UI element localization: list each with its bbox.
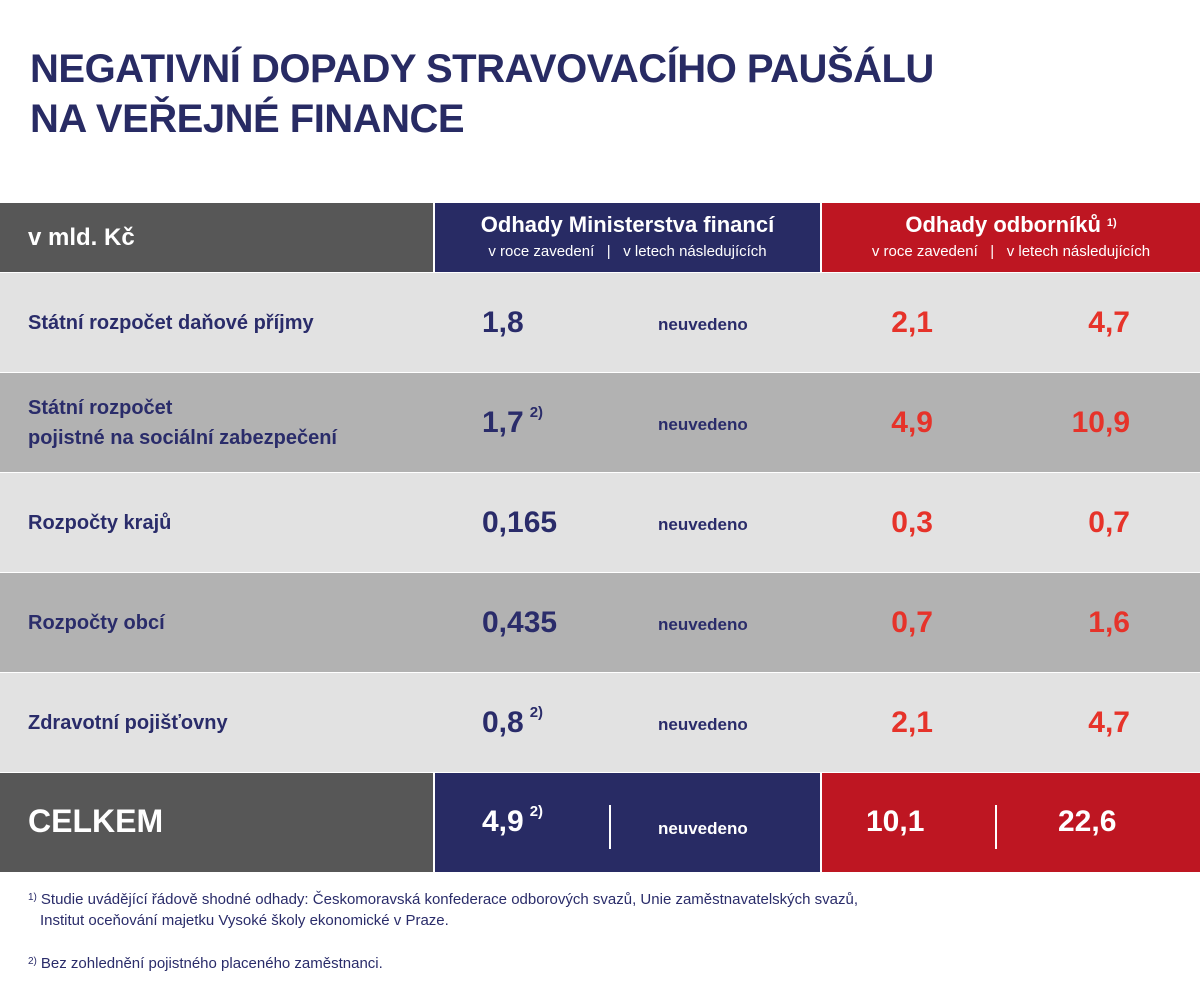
- experts-following-years: 4,7: [1088, 705, 1130, 739]
- sub-following-years: v letech následujících: [1006, 243, 1151, 260]
- mf-first-year: 0,8 2): [482, 703, 544, 740]
- total-mf-next: neuvedeno: [658, 819, 748, 838]
- total-ex-first: 10,1: [866, 805, 925, 838]
- mf-following-years: neuvedeno: [658, 614, 748, 634]
- table-row: Rozpočty krajů 0,165 neuvedeno 0,3 0,7: [0, 473, 1200, 572]
- total-ex-next: 22,6: [1058, 805, 1117, 838]
- table-row: Zdravotní pojišťovny 0,8 2) neuvedeno 2,1…: [0, 673, 1200, 772]
- ministry-header: Odhady Ministerstva financí v roce zaved…: [435, 203, 820, 272]
- footnote-ref: 2): [529, 803, 544, 820]
- mf-following-years: neuvedeno: [658, 314, 748, 334]
- experts-first-year: 2,1: [891, 705, 933, 739]
- experts-title: Odhady odborníků 1): [822, 211, 1200, 239]
- footnote-mark: 2): [28, 956, 37, 967]
- total-mf-first: 4,9 2): [482, 803, 544, 839]
- mf-following-years: neuvedeno: [658, 714, 748, 734]
- mf-first-year: 0,165: [482, 506, 563, 540]
- value: 0,8: [482, 705, 524, 739]
- footnote-text: Bez zohlednění pojistného placeného zamě…: [40, 955, 383, 972]
- table-row: Státní rozpočet daňové příjmy 1,8 neuved…: [0, 273, 1200, 372]
- divider: [995, 805, 997, 849]
- experts-first-year: 0,3: [891, 505, 933, 539]
- table-row: Rozpočty obcí 0,435 neuvedeno 0,7 1,6: [0, 573, 1200, 672]
- experts-following-years: 4,7: [1088, 305, 1130, 339]
- divider: [609, 805, 611, 849]
- sub-first-year: v roce zavedení: [871, 243, 978, 260]
- total-ministry-cell: 4,9 2) neuvedeno: [435, 773, 820, 872]
- footnote-text: Studie uvádějící řádově shodné odhady: Č…: [40, 891, 859, 908]
- row-label: Státní rozpočet daňové příjmy: [28, 311, 314, 334]
- total-experts-cell: 10,1 22,6: [822, 773, 1200, 872]
- footnote-ref: 1): [1106, 217, 1117, 229]
- experts-following-years: 0,7: [1088, 505, 1130, 539]
- row-label: Rozpočty krajů: [28, 511, 172, 534]
- sub-separator: |: [990, 243, 995, 260]
- total-label: CELKEM: [28, 803, 164, 839]
- footnote-mark: 1): [28, 892, 37, 903]
- title-line-1: NEGATIVNÍ DOPADY STRAVOVACÍHO PAUŠÁLU: [30, 47, 934, 91]
- value: 0,435: [482, 605, 558, 639]
- total-label-cell: CELKEM: [0, 773, 433, 872]
- row-label: Zdravotní pojišťovny: [28, 711, 228, 734]
- footnote-2: 2) Bez zohlednění pojistného placeného za…: [28, 953, 383, 974]
- page-title: NEGATIVNÍ DOPADY STRAVOVACÍHO PAUŠÁLU NA…: [30, 44, 934, 144]
- footnote-ref: 2): [529, 403, 544, 421]
- value: 0,165: [482, 505, 558, 539]
- sub-following-years: v letech následujících: [623, 243, 767, 260]
- sub-first-year: v roce zavedení: [488, 243, 595, 260]
- footnote-text: Institut oceňování majetku Vysoké školy …: [40, 912, 449, 929]
- footnote-1: 1) Studie uvádějící řádově shodné odhady:…: [28, 889, 858, 931]
- mf-following-years: neuvedeno: [658, 414, 748, 434]
- mf-following-years: neuvedeno: [658, 514, 748, 534]
- experts-header: Odhady odborníků 1) v roce zavedení | v l…: [822, 203, 1200, 272]
- ministry-subheader: v roce zavedení | v letech následujících: [435, 243, 820, 260]
- experts-first-year: 0,7: [891, 605, 933, 639]
- experts-title-text: Odhady odborníků: [905, 212, 1101, 237]
- table-row: Státní rozpočet pojistné na sociální zab…: [0, 373, 1200, 472]
- ministry-title: Odhady Ministerstva financí: [480, 212, 775, 237]
- value: 1,7: [482, 405, 524, 439]
- experts-first-year: 4,9: [891, 405, 933, 439]
- experts-subheader: v roce zavedení | v letech následujících: [822, 243, 1200, 260]
- experts-first-year: 2,1: [891, 305, 933, 339]
- mf-first-year: 1,8: [482, 306, 530, 340]
- mf-first-year: 1,7 2): [482, 403, 544, 440]
- unit-header: v mld. Kč: [0, 203, 433, 272]
- mf-first-year: 0,435: [482, 606, 563, 640]
- footnote-ref: 2): [529, 703, 544, 721]
- row-label: Rozpočty obcí: [28, 611, 165, 634]
- experts-following-years: 1,6: [1088, 605, 1130, 639]
- title-line-2: NA VEŘEJNÉ FINANCE: [30, 97, 465, 141]
- value: 4,9: [482, 805, 524, 838]
- sub-separator: |: [606, 243, 611, 260]
- experts-following-years: 10,9: [1071, 405, 1130, 439]
- value: 1,8: [482, 305, 524, 339]
- row-label: Státní rozpočet pojistné na sociální zab…: [28, 396, 337, 449]
